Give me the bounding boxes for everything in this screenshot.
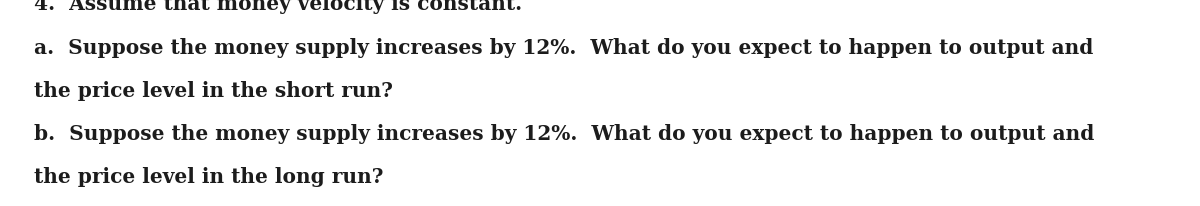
Text: the price level in the short run?: the price level in the short run? (34, 81, 392, 101)
Text: b.  Suppose the money supply increases by 12%.  What do you expect to happen to : b. Suppose the money supply increases by… (34, 124, 1094, 144)
Text: a.  Suppose the money supply increases by 12%.  What do you expect to happen to : a. Suppose the money supply increases by… (34, 38, 1093, 58)
Text: 4.  Assume that money velocity is constant.: 4. Assume that money velocity is constan… (34, 0, 522, 14)
Text: the price level in the long run?: the price level in the long run? (34, 167, 383, 187)
